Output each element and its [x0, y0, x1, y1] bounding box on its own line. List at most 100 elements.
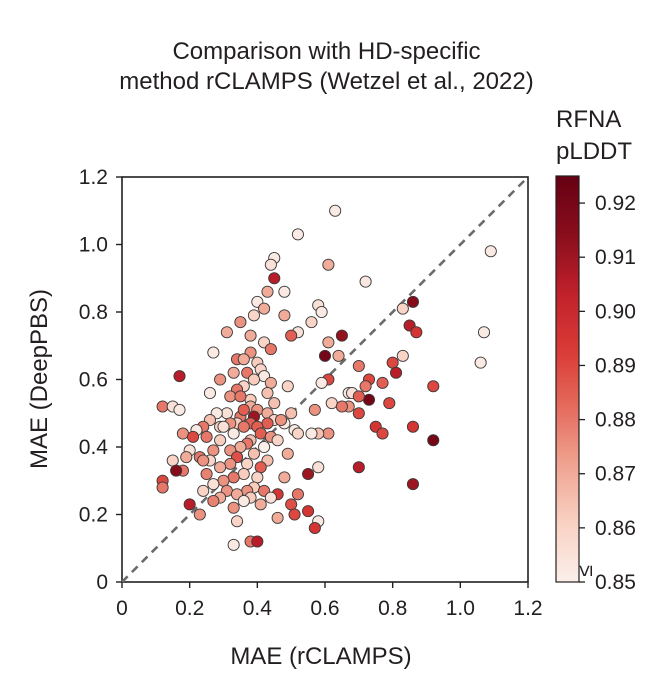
colorbar-gradient — [555, 175, 580, 583]
data-point — [254, 427, 267, 440]
data-point — [251, 471, 264, 484]
data-point — [183, 498, 196, 511]
data-point — [156, 481, 169, 494]
data-point — [352, 359, 365, 373]
data-point — [220, 326, 233, 339]
data-point — [278, 471, 291, 484]
y-tick-label: 1.0 — [79, 234, 108, 257]
data-point — [247, 373, 260, 386]
data-point — [325, 397, 338, 410]
data-point — [285, 407, 298, 420]
data-point — [362, 393, 376, 406]
data-point — [247, 447, 260, 460]
data-point — [322, 258, 335, 271]
data-point — [427, 380, 440, 393]
colorbar-tick-label: 0.91 — [595, 246, 636, 269]
data-point — [173, 403, 186, 416]
colorbar-min-marker: ≤ — [574, 565, 597, 577]
colorbar-tick-label: 0.88 — [595, 409, 636, 432]
data-point — [322, 336, 335, 349]
colorbar-tick-label: 0.90 — [595, 300, 636, 323]
data-point — [244, 329, 257, 342]
data-point — [308, 521, 321, 535]
data-point — [254, 461, 267, 474]
x-tick-label: 0.4 — [243, 597, 273, 620]
data-point — [227, 501, 240, 514]
data-point — [383, 397, 396, 410]
data-point — [315, 305, 328, 319]
data-point — [251, 535, 264, 548]
data-points — [156, 204, 497, 551]
data-point — [335, 329, 348, 342]
data-point — [227, 538, 240, 551]
chart-title-line-2: method rCLAMPS (Wetzel et al., 2022) — [119, 68, 534, 95]
data-point — [237, 494, 250, 508]
data-point — [170, 464, 183, 477]
x-tick-label: 1.0 — [446, 597, 475, 620]
x-axis-label: MAE (rCLAMPS) — [230, 643, 411, 670]
data-point — [271, 511, 284, 524]
data-point — [274, 413, 288, 427]
data-point — [396, 302, 409, 315]
data-point — [352, 407, 365, 420]
data-point — [291, 427, 304, 440]
data-point — [376, 427, 389, 440]
data-point — [285, 498, 298, 511]
data-point — [234, 390, 247, 403]
y-tick-label: 1.2 — [79, 166, 108, 189]
data-point — [281, 447, 294, 460]
data-point — [254, 498, 267, 511]
data-point — [308, 403, 321, 416]
data-point — [186, 430, 200, 443]
data-point — [207, 444, 220, 457]
data-point — [305, 316, 318, 329]
data-point — [484, 245, 497, 258]
data-point — [200, 430, 213, 443]
data-point — [224, 457, 237, 470]
data-point — [302, 505, 315, 518]
x-tick-label: 0.2 — [175, 597, 204, 620]
data-point — [268, 272, 281, 285]
data-point — [217, 474, 230, 487]
data-point — [359, 275, 372, 288]
data-point — [291, 488, 304, 501]
data-point — [207, 478, 220, 491]
data-point — [220, 407, 233, 420]
data-point — [197, 484, 210, 497]
y-tick-label: 0.4 — [79, 436, 109, 459]
data-point — [258, 440, 271, 454]
data-point — [386, 356, 399, 369]
data-point — [207, 494, 220, 508]
data-point — [173, 370, 186, 383]
data-point — [217, 420, 230, 433]
data-point — [227, 366, 240, 379]
data-point — [227, 427, 240, 440]
data-point — [261, 417, 274, 430]
data-point — [406, 295, 420, 308]
colorbar-tick-label: 0.92 — [595, 192, 636, 215]
x-tick-label: 0.6 — [310, 597, 339, 620]
data-point — [214, 461, 227, 474]
colorbar-title-line-1: RFNA — [556, 106, 622, 133]
data-point — [234, 316, 247, 329]
data-point — [315, 376, 328, 389]
data-point — [166, 454, 179, 467]
data-point — [261, 285, 274, 298]
y-tick-label: 0.2 — [79, 504, 108, 527]
y-axis: 0 0.2 0.4 0.6 0.8 1.0 1.2 — [79, 166, 122, 594]
data-point — [176, 427, 189, 440]
y-axis-label: MAE (DeepPBS) — [26, 289, 53, 469]
data-point — [264, 491, 277, 504]
data-point — [258, 302, 271, 315]
data-point — [230, 515, 244, 528]
data-point — [264, 258, 277, 271]
data-point — [332, 349, 345, 362]
colorbar-tick-label: 0.89 — [595, 354, 636, 377]
colorbar-title-line-2: pLDDT — [556, 138, 633, 165]
data-point — [305, 427, 318, 440]
data-point — [227, 471, 240, 484]
y-tick-label: 0.6 — [79, 369, 108, 392]
colorbar-tick-label: 0.85 — [595, 571, 636, 594]
data-point — [477, 326, 491, 339]
colorbar-tick-label: 0.86 — [595, 517, 636, 540]
